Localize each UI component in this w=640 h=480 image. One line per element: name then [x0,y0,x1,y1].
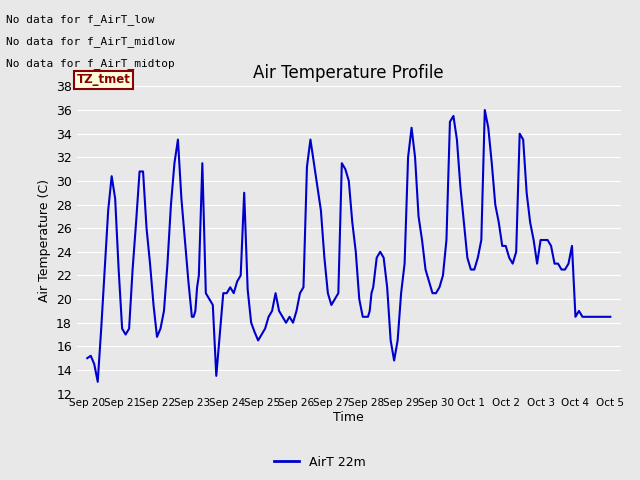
Text: TZ_tmet: TZ_tmet [77,73,131,86]
X-axis label: Time: Time [333,411,364,424]
Text: No data for f_AirT_low: No data for f_AirT_low [6,14,155,25]
Legend: AirT 22m: AirT 22m [269,451,371,474]
Title: Air Temperature Profile: Air Temperature Profile [253,64,444,82]
Y-axis label: Air Temperature (C): Air Temperature (C) [38,179,51,301]
Text: No data for f_AirT_midtop: No data for f_AirT_midtop [6,58,175,69]
Text: No data for f_AirT_midlow: No data for f_AirT_midlow [6,36,175,47]
